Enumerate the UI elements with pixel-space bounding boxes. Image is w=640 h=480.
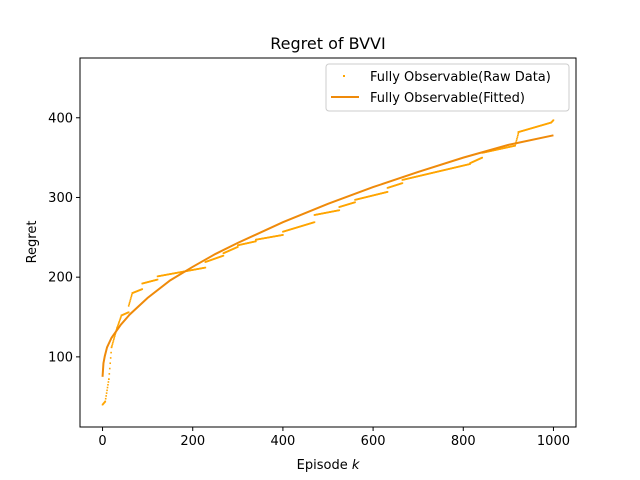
x-tick-label: 600 bbox=[361, 434, 386, 449]
raw-data-point bbox=[141, 288, 144, 290]
raw-data-point bbox=[106, 389, 108, 392]
raw-data-point bbox=[116, 327, 118, 329]
raw-data-point bbox=[130, 297, 132, 299]
raw-data-point bbox=[255, 240, 257, 243]
raw-data-point bbox=[118, 321, 121, 323]
y-tick-label: 200 bbox=[48, 271, 73, 286]
raw-data-point bbox=[105, 392, 108, 394]
raw-data-point bbox=[119, 318, 121, 321]
raw-data-point bbox=[130, 295, 133, 298]
raw-data-point bbox=[111, 344, 113, 347]
raw-data-point bbox=[222, 254, 225, 257]
plot-area bbox=[101, 119, 555, 406]
raw-data-point bbox=[110, 351, 112, 354]
raw-data-point bbox=[113, 335, 116, 337]
raw-data-point bbox=[516, 138, 518, 140]
x-tick-label: 200 bbox=[180, 434, 205, 449]
x-axis-title-text: Episode bbox=[297, 458, 352, 473]
legend-raw-label: Fully Observable(Raw Data) bbox=[370, 70, 551, 85]
raw-data-point bbox=[113, 338, 115, 341]
raw-data-point bbox=[105, 395, 107, 397]
raw-data-point bbox=[237, 246, 239, 248]
raw-data-series bbox=[101, 119, 555, 406]
raw-data-point bbox=[104, 400, 107, 403]
raw-data-point bbox=[131, 293, 133, 296]
x-tick-label: 800 bbox=[451, 434, 476, 449]
raw-data-point bbox=[111, 343, 114, 345]
raw-data-point bbox=[129, 300, 131, 302]
raw-data-point bbox=[517, 134, 519, 137]
y-axis-title: Regret bbox=[25, 221, 40, 264]
x-axis-title-variable: k bbox=[352, 458, 360, 473]
fitted-curve bbox=[101, 134, 554, 377]
legend-fitted-label: Fully Observable(Fitted) bbox=[370, 91, 525, 106]
raw-data-point bbox=[120, 315, 122, 318]
x-tick-label: 400 bbox=[270, 434, 295, 449]
raw-data-point bbox=[113, 336, 116, 339]
x-axis: 0 200 400 600 800 1000 bbox=[98, 427, 570, 449]
raw-data-point bbox=[107, 383, 109, 386]
raw-data-point bbox=[313, 221, 316, 223]
raw-data-point bbox=[119, 317, 122, 319]
raw-data-point bbox=[517, 132, 520, 135]
raw-data-point bbox=[204, 266, 207, 269]
y-tick-label: 100 bbox=[48, 350, 73, 365]
raw-data-point bbox=[112, 340, 115, 342]
raw-data-point bbox=[108, 378, 110, 380]
raw-data-point bbox=[128, 303, 130, 306]
raw-data-point bbox=[127, 305, 130, 307]
raw-data-point bbox=[386, 191, 389, 193]
raw-data-point bbox=[117, 324, 119, 327]
raw-data-point bbox=[552, 119, 555, 121]
raw-data-point bbox=[116, 326, 119, 328]
y-tick-label: 300 bbox=[48, 191, 73, 206]
raw-data-point bbox=[515, 139, 518, 142]
raw-data-point bbox=[109, 357, 112, 359]
raw-data-point bbox=[129, 298, 132, 301]
raw-data-point bbox=[514, 144, 516, 147]
raw-data-point bbox=[354, 201, 356, 204]
x-tick-label: 1000 bbox=[537, 434, 570, 449]
raw-data-point bbox=[112, 341, 114, 344]
raw-data-point bbox=[107, 381, 110, 383]
raw-data-point bbox=[401, 182, 404, 184]
raw-data-point bbox=[110, 346, 113, 349]
raw-data-point bbox=[156, 278, 159, 281]
raw-data-point bbox=[104, 397, 107, 400]
raw-data-point bbox=[481, 156, 484, 159]
raw-data-point bbox=[108, 367, 111, 370]
raw-data-point bbox=[118, 319, 121, 322]
chart-title: Regret of BVVI bbox=[270, 34, 385, 53]
x-axis-title: Episode k bbox=[297, 458, 360, 473]
raw-data-point bbox=[109, 362, 112, 365]
raw-data-point bbox=[338, 209, 341, 212]
raw-data-point bbox=[128, 301, 131, 304]
raw-data-point bbox=[282, 234, 284, 236]
raw-data-point bbox=[117, 323, 120, 326]
x-tick-label: 0 bbox=[98, 434, 106, 449]
raw-data-point bbox=[106, 386, 109, 389]
legend: Fully Observable(Raw Data) Fully Observa… bbox=[325, 63, 570, 112]
y-axis: 100 200 300 400 bbox=[48, 111, 80, 365]
raw-data-point bbox=[117, 322, 120, 324]
raw-data-point bbox=[127, 311, 130, 314]
legend-raw-marker bbox=[343, 75, 345, 77]
axes-frame bbox=[79, 57, 577, 428]
legend-box bbox=[325, 63, 570, 112]
y-tick-label: 400 bbox=[48, 111, 73, 126]
raw-data-point bbox=[516, 136, 519, 138]
raw-data-point bbox=[108, 373, 111, 375]
raw-data-point bbox=[114, 333, 116, 336]
